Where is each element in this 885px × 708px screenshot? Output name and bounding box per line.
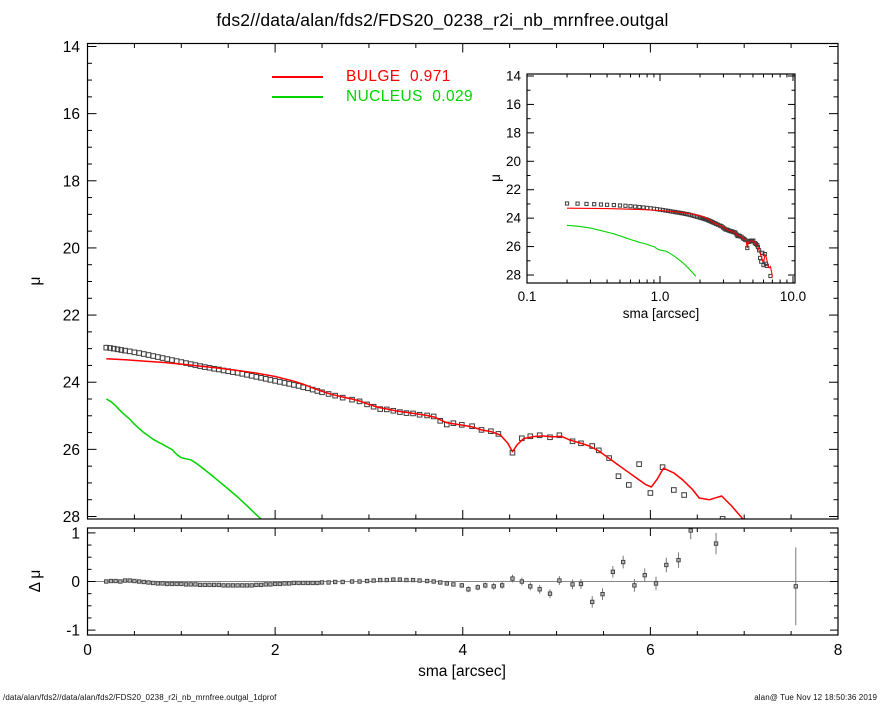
- main-ytick-label: 20: [63, 240, 81, 257]
- shared-xtick-label: 4: [458, 642, 467, 659]
- inset-ytick-label: 22: [506, 182, 521, 197]
- main-ytick-label: 14: [63, 39, 81, 56]
- inset-plot-frame: [526, 73, 796, 284]
- legend-bulge: BULGE 0.971: [272, 68, 451, 85]
- inset-ytick-label: 26: [506, 239, 521, 254]
- inset-series: [564, 201, 773, 279]
- shared-xtick-label: 6: [646, 642, 655, 659]
- shared-xtick-label: 0: [83, 642, 92, 659]
- main-ytick-label: 22: [63, 308, 80, 325]
- main-ylabel: μ: [27, 277, 44, 286]
- residual-axis-ticks: 10-10 2 4 6 8: [66, 525, 842, 659]
- main-ytick-label: 28: [63, 509, 80, 526]
- inset-ytick-label: 18: [506, 125, 521, 140]
- inset-xtick-label: 1.0: [651, 289, 670, 304]
- residual-ytick-label: 0: [71, 574, 80, 591]
- main-axis-ticks: 14 16 18 20 22 24 26 28: [63, 39, 839, 526]
- main-plot-panel: 14 16 18 20 22 24 26 28 μ: [27, 39, 839, 526]
- main-ytick-label: 26: [63, 442, 80, 459]
- bulge-line-swatch: [272, 76, 323, 78]
- inset-ytick-label: 28: [506, 268, 521, 283]
- footer-filepath: /data/alan/fds2//data/alan/fds2/FDS20_02…: [3, 693, 277, 702]
- main-ytick-label: 16: [63, 106, 80, 123]
- inset-xlabel: sma [arcsec]: [623, 306, 700, 321]
- shared-xtick-label: 8: [834, 642, 843, 659]
- residual-ytick-label: -1: [66, 623, 80, 640]
- inset-ylabel: μ: [488, 174, 503, 182]
- inset-xtick-label: 0.1: [518, 289, 537, 304]
- main-plot-frame: [86, 42, 839, 520]
- residual-ytick-label: 1: [71, 525, 80, 542]
- inset-ytick-label: 24: [506, 211, 522, 226]
- inset-ytick-label: 20: [506, 154, 521, 169]
- legend-bulge-label: BULGE 0.971: [346, 68, 451, 85]
- page-title: fds2//data/alan/fds2/FDS20_0238_r2i_nb_m…: [216, 10, 669, 30]
- inset-axis-ticks: 14 16 18 20 22 24 26 28 0.1 1.0 10.0: [506, 69, 806, 305]
- shared-xtick-label: 2: [271, 642, 280, 659]
- main-ytick-label: 24: [63, 375, 81, 392]
- inset-ytick-label: 16: [506, 97, 521, 112]
- shared-xlabel: sma [arcsec]: [418, 663, 506, 680]
- residual-ylabel: Δ μ: [27, 570, 44, 593]
- main-ytick-label: 18: [63, 173, 80, 190]
- legend-nucleus-label: NUCLEUS 0.029: [346, 88, 474, 105]
- inset-xtick-label: 10.0: [780, 289, 806, 304]
- footer-user-timestamp: alan@ Tue Nov 12 18:50:36 2019: [754, 693, 877, 702]
- legend-nucleus: NUCLEUS 0.029: [272, 88, 474, 105]
- inset-ytick-label: 14: [506, 69, 522, 84]
- main-series: [103, 344, 744, 519]
- inset-plot-panel: 14 16 18 20 22 24 26 28 0.1 1.0 10.0 sma [arcsec] μ: [488, 69, 806, 322]
- residual-series: [87, 528, 838, 626]
- nucleus-line-swatch: [272, 96, 323, 98]
